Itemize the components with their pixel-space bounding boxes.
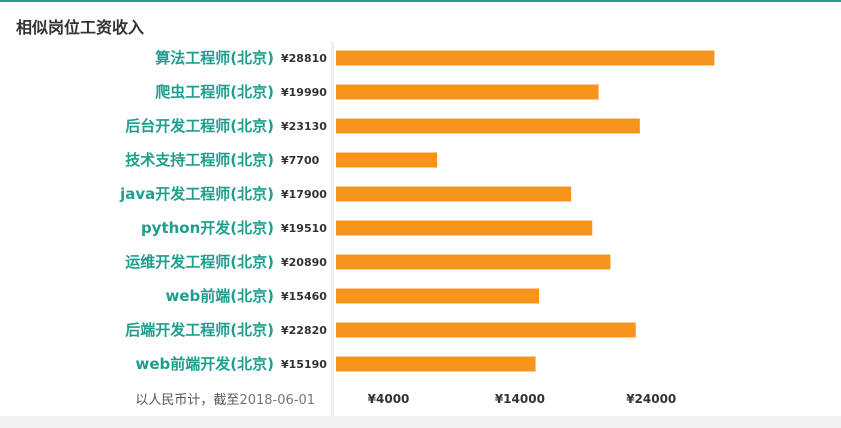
value-label: ¥19510: [281, 222, 327, 235]
x-tick-label: ¥14000: [495, 392, 545, 406]
value-label: ¥7700: [281, 154, 320, 167]
value-label: ¥22820: [281, 324, 327, 337]
value-label: ¥28810: [281, 52, 327, 65]
currency-note-text: 以人民币计，截至: [135, 393, 240, 408]
x-tick-label: ¥4000: [368, 392, 410, 406]
category-label: 后端开发工程师(北京): [125, 321, 274, 339]
currency-note-date: 2018-06-01: [239, 393, 315, 408]
category-label: 运维开发工程师(北京): [125, 253, 274, 271]
panel-title: 相似岗位工资收入: [16, 18, 145, 37]
currency-note: 以人民币计，截至2018-06-01: [135, 389, 315, 408]
salary-bar[interactable]: [336, 84, 599, 100]
salary-bar[interactable]: [336, 50, 715, 66]
value-label: ¥23130: [281, 120, 327, 133]
salary-bar[interactable]: [336, 118, 640, 134]
category-label: 后台开发工程师(北京): [125, 117, 274, 135]
category-label: web前端开发(北京): [136, 355, 274, 373]
salary-bar[interactable]: [336, 356, 536, 372]
value-label: ¥17900: [281, 188, 327, 201]
category-label: java开发工程师(北京): [119, 185, 274, 203]
category-label: 爬虫工程师(北京): [154, 83, 274, 101]
category-label: web前端(北京): [166, 287, 274, 305]
salary-bar[interactable]: [336, 152, 438, 168]
x-tick-label: ¥24000: [626, 392, 676, 406]
salary-bar[interactable]: [336, 254, 611, 270]
value-label: ¥19990: [281, 86, 327, 99]
category-label: 技术支持工程师(北京): [125, 151, 274, 169]
salary-bar[interactable]: [336, 288, 540, 304]
category-label: 算法工程师(北京): [155, 49, 274, 67]
salary-bar[interactable]: [336, 186, 572, 202]
salary-bar[interactable]: [336, 322, 636, 338]
value-label: ¥20890: [281, 256, 327, 269]
panel-bottom-strip: [0, 416, 841, 428]
category-label: python开发(北京): [141, 219, 274, 237]
value-label: ¥15460: [281, 290, 327, 303]
axis-separator: [331, 42, 334, 416]
salary-bar[interactable]: [336, 220, 593, 236]
value-label: ¥15190: [281, 358, 327, 371]
